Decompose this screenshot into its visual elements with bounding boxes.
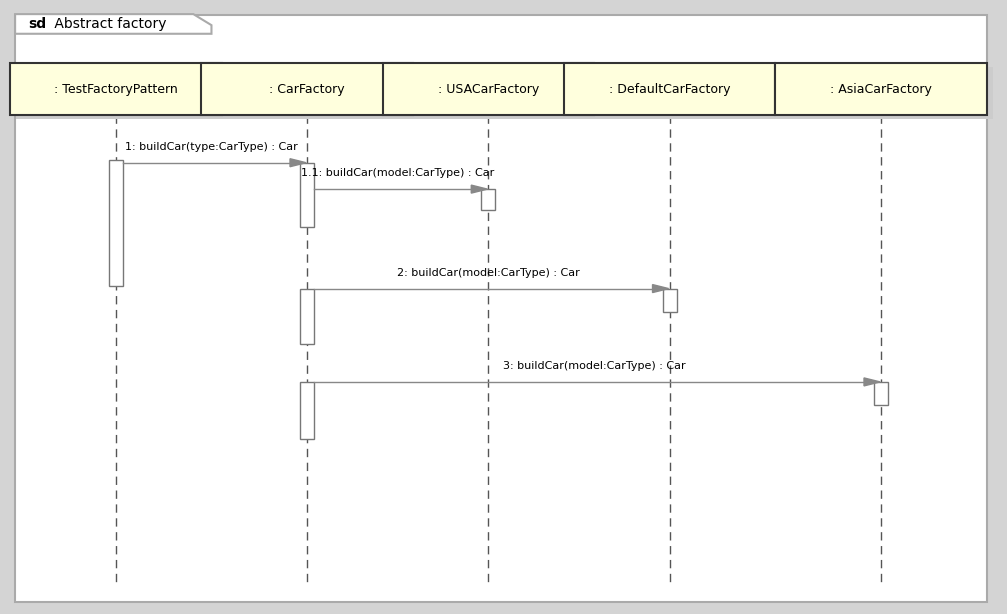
- FancyBboxPatch shape: [109, 160, 123, 286]
- Text: 3: buildCar(model:CarType) : Car: 3: buildCar(model:CarType) : Car: [502, 361, 686, 371]
- Text: : USACarFactory: : USACarFactory: [438, 82, 539, 96]
- Text: 2: buildCar(model:CarType) : Car: 2: buildCar(model:CarType) : Car: [397, 268, 580, 278]
- Text: : CarFactory: : CarFactory: [269, 82, 345, 96]
- FancyBboxPatch shape: [781, 67, 993, 119]
- FancyBboxPatch shape: [481, 189, 495, 210]
- FancyBboxPatch shape: [15, 15, 987, 602]
- FancyBboxPatch shape: [570, 67, 781, 119]
- Text: : TestFactoryPattern: : TestFactoryPattern: [54, 82, 177, 96]
- FancyBboxPatch shape: [207, 67, 419, 119]
- FancyBboxPatch shape: [10, 63, 222, 115]
- FancyBboxPatch shape: [383, 63, 594, 115]
- FancyBboxPatch shape: [300, 289, 314, 344]
- FancyBboxPatch shape: [874, 382, 888, 405]
- FancyBboxPatch shape: [775, 63, 987, 115]
- Text: sd: sd: [28, 17, 46, 31]
- FancyBboxPatch shape: [389, 67, 600, 119]
- FancyBboxPatch shape: [564, 63, 775, 115]
- Text: : DefaultCarFactory: : DefaultCarFactory: [609, 82, 730, 96]
- FancyBboxPatch shape: [300, 382, 314, 439]
- Polygon shape: [15, 14, 211, 34]
- Polygon shape: [653, 285, 669, 292]
- FancyBboxPatch shape: [201, 63, 413, 115]
- Text: 1: buildCar(type:CarType) : Car: 1: buildCar(type:CarType) : Car: [125, 142, 298, 152]
- Polygon shape: [864, 378, 880, 386]
- Text: Abstract factory: Abstract factory: [50, 17, 167, 31]
- Text: : AsiaCarFactory: : AsiaCarFactory: [830, 82, 932, 96]
- Polygon shape: [290, 159, 306, 166]
- Text: 1.1: buildCar(model:CarType) : Car: 1.1: buildCar(model:CarType) : Car: [301, 168, 494, 178]
- FancyBboxPatch shape: [663, 289, 677, 312]
- FancyBboxPatch shape: [16, 67, 228, 119]
- Polygon shape: [471, 185, 487, 193]
- FancyBboxPatch shape: [300, 163, 314, 227]
